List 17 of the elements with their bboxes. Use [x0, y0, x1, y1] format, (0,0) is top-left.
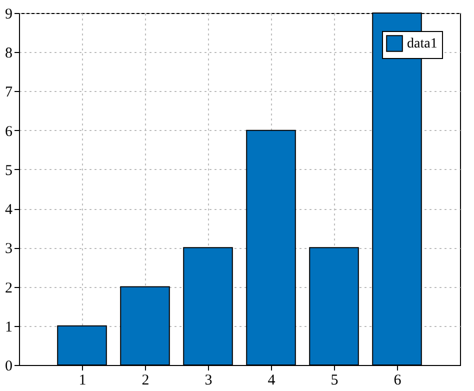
- y-tick-label: 7: [5, 84, 13, 101]
- x-tick-label: 6: [394, 372, 402, 388]
- y-tick-label: 5: [5, 162, 12, 179]
- legend-label: data1: [407, 36, 438, 52]
- x-tick-label: 3: [204, 372, 212, 388]
- y-tick-label: 6: [5, 124, 13, 140]
- x-tick-label: 4: [268, 372, 276, 388]
- y-tick-label: 8: [5, 46, 12, 62]
- y-tick-label: 9: [5, 6, 12, 22]
- x-tick-label: 5: [330, 372, 338, 388]
- y-tick-label: 0: [5, 358, 12, 374]
- y-tick-label: 2: [5, 280, 12, 296]
- y-tick-label: 3: [5, 241, 12, 258]
- x-tick-label: 1: [78, 372, 86, 388]
- y-tick-label: 4: [5, 202, 13, 218]
- x-tick-label: 2: [142, 372, 150, 388]
- y-tick-label: 1: [5, 319, 12, 336]
